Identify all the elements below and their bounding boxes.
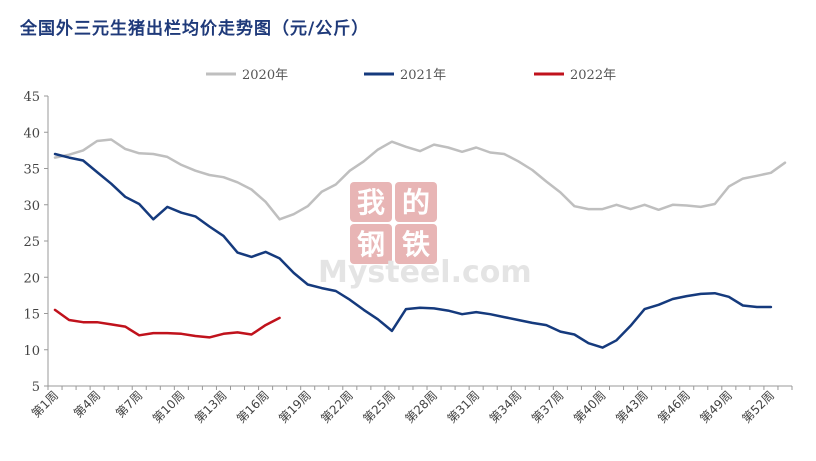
y-tick-label: 15	[23, 308, 40, 323]
watermark-char: 钢	[357, 228, 385, 261]
x-tick-label: 第40周	[571, 388, 609, 426]
y-tick-label: 35	[23, 163, 40, 178]
x-tick-label: 第43周	[613, 388, 651, 426]
y-tick-label: 40	[23, 126, 40, 141]
watermark-box	[350, 224, 392, 264]
legend-label: 2022年	[570, 68, 616, 83]
legend-label: 2021年	[400, 68, 446, 83]
x-tick-label: 第49周	[697, 388, 735, 426]
x-tick-label: 第52周	[739, 388, 777, 426]
x-tick-label: 第34周	[487, 388, 525, 426]
x-tick-label: 第28周	[402, 388, 440, 426]
x-tick-label: 第7周	[113, 388, 145, 420]
series-line-1	[53, 138, 787, 221]
series-line-3	[53, 308, 281, 339]
x-tick-label: 第25周	[360, 388, 398, 426]
x-axis: 第1周 第4周 第7周 第10周 第13周 第16周 第19周 第22周 第25周 第28周 第31…	[29, 385, 793, 426]
watermark-box	[395, 224, 437, 264]
watermark: 我的钢 铁Mysteel.com	[318, 182, 532, 290]
legend-label: 2020年	[242, 68, 288, 83]
y-tick-label: 25	[23, 235, 40, 250]
x-tick-label: 第22周	[318, 388, 356, 426]
watermark-brand: Mysteel.com	[318, 255, 532, 290]
x-tick-label: 第31周	[445, 388, 483, 426]
watermark-char: 的	[402, 186, 430, 219]
y-tick-label: 30	[23, 199, 40, 214]
y-tick-label: 45	[23, 90, 40, 105]
legend: 2020年 2021年 2022年	[206, 68, 616, 83]
chart-title: 全国外三元生猪出栏均价走势图（元/公斤）	[20, 19, 370, 39]
x-tick-label: 第16周	[234, 388, 272, 426]
x-tick-label: 第4周	[71, 388, 103, 420]
watermark-box	[395, 182, 437, 222]
x-tick-label: 第19周	[276, 388, 314, 426]
x-tick-label: 第10周	[150, 388, 188, 426]
series-lines	[53, 138, 787, 349]
watermark-box	[350, 182, 392, 222]
y-tick-label: 10	[23, 344, 40, 359]
x-tick-label: 第46周	[655, 388, 693, 426]
y-tick-label: 20	[23, 271, 40, 286]
x-tick-label: 第13周	[192, 388, 230, 426]
y-axis: 5 10 15 20 25 30 35 40 45	[23, 90, 49, 395]
x-tick-label: 第37周	[529, 388, 567, 426]
series-line-2	[53, 152, 773, 349]
y-tick-label: 5	[32, 380, 40, 395]
watermark-char: 铁	[402, 228, 430, 261]
watermark-char: 我	[357, 186, 385, 219]
